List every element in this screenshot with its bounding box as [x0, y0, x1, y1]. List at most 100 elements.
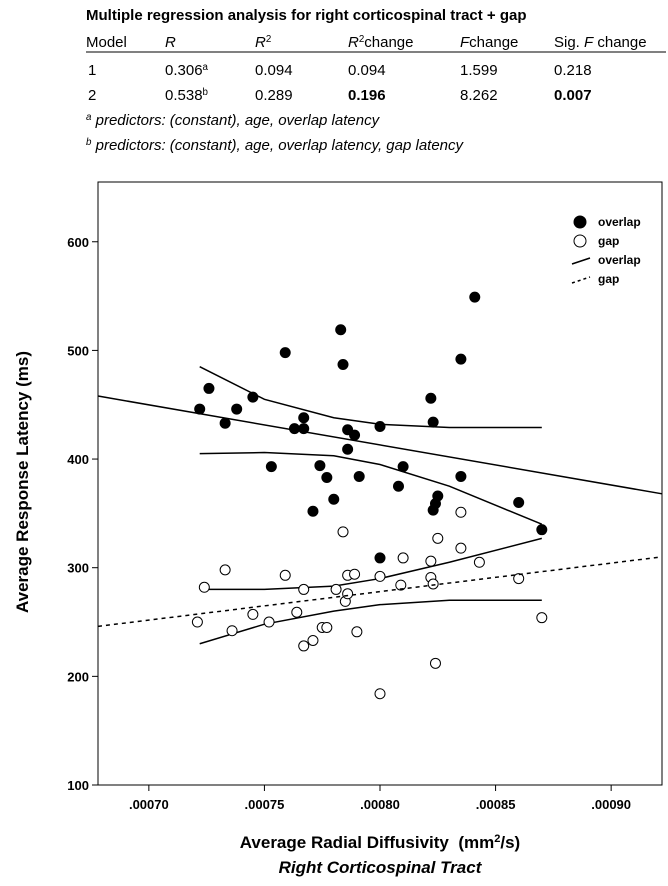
data-point — [247, 391, 259, 403]
data-point — [288, 423, 300, 435]
data-point — [397, 552, 409, 564]
text-part: change — [593, 34, 646, 51]
data-point — [427, 578, 439, 590]
data-point — [314, 460, 326, 472]
column-header: R2change — [348, 34, 414, 52]
x-tick-label: .00085 — [476, 797, 516, 812]
text-part: change — [364, 34, 413, 51]
confidence-band — [199, 599, 542, 645]
text-part: change — [469, 34, 518, 51]
y-tick-label: 600 — [67, 235, 89, 250]
data-point — [335, 324, 347, 336]
data-point — [342, 588, 354, 600]
text-part: 0.007 — [554, 87, 592, 104]
y-tick-label: 200 — [67, 669, 89, 684]
text-part: 8.262 — [460, 87, 498, 104]
x-tick-label: .00090 — [591, 797, 631, 812]
table-cell: 0.289 — [255, 87, 293, 104]
text-part: 1 — [88, 62, 96, 79]
data-point — [395, 579, 407, 591]
text-part: 0.094 — [255, 62, 293, 79]
text-part: Model — [86, 34, 127, 51]
x-tick-label: .00080 — [360, 797, 400, 812]
data-point — [298, 640, 310, 652]
table-cell: 1 — [88, 62, 96, 79]
data-point — [307, 505, 319, 517]
data-point — [425, 555, 437, 567]
data-point — [321, 472, 333, 484]
legend-line — [571, 257, 591, 265]
y-tick-label: 400 — [67, 452, 89, 467]
fit-line — [97, 395, 663, 495]
confidence-band — [199, 451, 543, 525]
text-part: 2 — [494, 833, 500, 845]
x-axis-label: Average Radial Diffusivity (mm2/s) — [240, 833, 520, 852]
data-point — [198, 581, 210, 593]
data-point — [291, 606, 303, 618]
data-point — [191, 616, 203, 628]
column-header: R2 — [255, 34, 271, 52]
text-part: 2 — [88, 87, 96, 104]
legend-marker — [573, 215, 587, 229]
text-part: 0.218 — [554, 62, 592, 79]
text-part: predictors: (constant), age, overlap lat… — [91, 137, 464, 154]
data-point — [263, 616, 275, 628]
table-cell: 0.538b — [165, 87, 209, 105]
table-title: Multiple regression analysis for right c… — [86, 7, 527, 24]
table-cell: 0.094 — [348, 62, 386, 79]
text-part: Sig. — [554, 34, 584, 51]
table-cell: 0.218 — [554, 62, 592, 79]
legend-marker — [573, 234, 587, 248]
legend-label: gap — [598, 272, 619, 286]
data-point — [432, 490, 444, 502]
table-cell: 2 — [88, 87, 96, 104]
data-point — [536, 524, 548, 536]
data-point — [469, 291, 481, 303]
data-point — [513, 573, 525, 585]
data-point — [374, 688, 386, 700]
data-point — [265, 461, 277, 473]
data-point — [219, 564, 231, 576]
x-tick-label: .00070 — [129, 797, 169, 812]
text-part: 0.094 — [348, 62, 386, 79]
y-tick-label: 300 — [67, 561, 89, 576]
table-cell: 0.306a — [165, 62, 209, 80]
data-point — [432, 532, 444, 544]
data-point — [374, 420, 386, 432]
data-point — [321, 621, 333, 633]
y-tick-label: 500 — [67, 343, 89, 358]
data-point — [298, 583, 310, 595]
table-cell: 0.196 — [348, 87, 386, 104]
data-point — [279, 347, 291, 359]
text-part: 0.538 — [165, 87, 203, 104]
text-part: 2 — [266, 34, 271, 45]
data-point — [351, 626, 363, 638]
data-point — [226, 625, 238, 637]
data-point — [374, 552, 386, 564]
data-point — [349, 429, 361, 441]
text-part: b — [86, 137, 92, 148]
data-point — [513, 497, 525, 509]
column-header: Model — [86, 34, 127, 51]
column-header: R — [165, 34, 176, 51]
data-point — [455, 506, 467, 518]
data-point — [298, 412, 310, 424]
text-part: 0.306 — [165, 62, 203, 79]
data-point — [455, 542, 467, 554]
data-point — [342, 443, 354, 455]
data-point — [353, 470, 365, 482]
table-cell: 1.599 — [460, 62, 498, 79]
data-point — [279, 569, 291, 581]
text-part: 0.289 — [255, 87, 293, 104]
data-point — [219, 417, 231, 429]
text-part: 2 — [359, 34, 364, 45]
table-cell: 0.007 — [554, 87, 592, 104]
text-part: predictors: (constant), age, overlap lat… — [91, 112, 380, 129]
data-point — [374, 570, 386, 582]
data-point — [455, 353, 467, 365]
confidence-band — [199, 537, 542, 591]
data-point — [427, 416, 439, 428]
x-axis-subtitle: Right Corticospinal Tract — [279, 858, 483, 877]
data-point — [455, 470, 467, 482]
